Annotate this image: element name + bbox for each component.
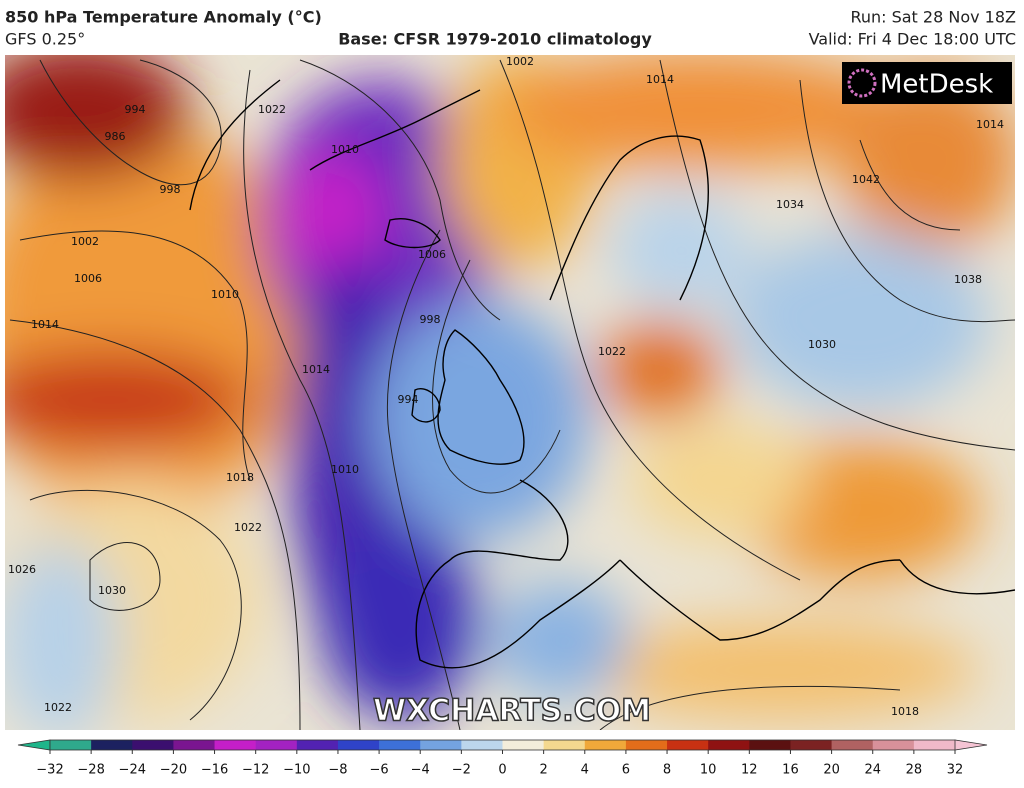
colorbar-tick-label: 24 <box>864 763 881 778</box>
colorbar-low-extension <box>17 739 51 751</box>
isobar-label: 1022 <box>44 701 72 714</box>
logo-mark <box>847 68 877 98</box>
colorbar-tick-label: 20 <box>823 763 840 778</box>
isobar-label: 1010 <box>331 143 359 156</box>
isobar-label: 998 <box>420 313 441 326</box>
colorbar-segment <box>543 740 586 750</box>
isobar-label: 1022 <box>598 345 626 358</box>
colorbar-tick-label: 10 <box>700 763 717 778</box>
colorbar-tick-label: 8 <box>663 763 671 778</box>
colorbar-tick-label: 4 <box>581 763 589 778</box>
isobar-label: 1018 <box>891 705 919 718</box>
colorbar-segment <box>790 740 833 750</box>
colorbar-segment <box>502 740 545 750</box>
isobar-label: 1034 <box>776 198 804 211</box>
colorbar-tick-label: −8 <box>328 763 347 778</box>
isobar-label: 1022 <box>258 103 286 116</box>
colorbar-tick-label: −16 <box>201 763 228 778</box>
colorbar-tick-label: 12 <box>741 763 758 778</box>
isobar-label: 1014 <box>302 363 330 376</box>
colorbar-tick-label: 0 <box>498 763 506 778</box>
colorbar-segment <box>50 740 92 750</box>
isobar-label: 994 <box>125 103 146 116</box>
isobar-label: 998 <box>160 183 181 196</box>
base: Base: CFSR 1979-2010 climatology <box>338 30 652 49</box>
colorbar-tick-label: −2 <box>452 763 471 778</box>
isobar-label: 1006 <box>418 248 446 261</box>
colorbar-tick-label: −4 <box>411 763 430 778</box>
isobar-label: 1018 <box>226 471 254 484</box>
logo-text: MetDesk <box>880 70 993 100</box>
colorbar-segment <box>132 740 174 750</box>
colorbar-tick-label: −10 <box>283 763 310 778</box>
isobar-label: 1030 <box>98 584 126 597</box>
map: 986 994 998 1002 1006 1014 1010 1018 102… <box>5 55 1015 730</box>
colorbar-segment <box>296 740 339 750</box>
colorbar-tick-label: 2 <box>539 763 547 778</box>
colorbar-segment <box>337 740 380 750</box>
colorbar-segment <box>379 740 421 750</box>
isobar-label: 1022 <box>234 521 262 534</box>
colorbar-tick-label: 6 <box>622 763 630 778</box>
isobar-label: 994 <box>398 393 419 406</box>
isobars <box>9 59 1015 730</box>
colorbar-segment <box>625 740 668 750</box>
run: Run: Sat 28 Nov 18Z <box>850 8 1016 27</box>
colorbar-segment <box>708 740 750 750</box>
colorbar-tick-label: 16 <box>782 763 799 778</box>
colorbar-segment <box>913 740 956 750</box>
colorbar-tick-label: −12 <box>242 763 269 778</box>
valid: Valid: Fri 4 Dec 18:00 UTC <box>809 30 1016 49</box>
isobar-label: 1042 <box>852 173 880 186</box>
anomaly-field <box>5 55 1015 730</box>
isobar-label: 1030 <box>808 338 836 351</box>
isobar-label: 1014 <box>31 318 59 331</box>
model: GFS 0.25° <box>5 30 85 49</box>
colorbar-segment <box>420 740 462 750</box>
watermark: WXCHARTS.COM <box>373 694 651 729</box>
isobar-label: 986 <box>105 130 126 143</box>
colorbar-segment <box>461 740 503 750</box>
isobar-label: 1014 <box>976 118 1004 131</box>
colorbar-segment <box>831 740 874 750</box>
colorbar-tick-label: −20 <box>160 763 187 778</box>
colorbar-tick-label: −6 <box>370 763 389 778</box>
isobar-label: 1006 <box>74 272 102 285</box>
logo-box <box>842 62 1012 104</box>
colorbar-tick-label: 32 <box>947 763 964 778</box>
isobar-label: 1010 <box>331 463 359 476</box>
isobar-label: 1014 <box>646 73 674 86</box>
title: 850 hPa Temperature Anomaly (°C) <box>5 8 322 27</box>
colorbar-segment <box>749 740 791 750</box>
isobar-label: 1038 <box>954 273 982 286</box>
colorbar-high-extension <box>954 739 988 751</box>
isobar-label: 1002 <box>506 55 534 68</box>
colorbar-segment <box>255 740 298 750</box>
colorbar-segment <box>214 740 257 750</box>
colorbar-segment <box>667 740 709 750</box>
colorbar-tick-label: 28 <box>906 763 923 778</box>
isobar-label: 1010 <box>211 288 239 301</box>
colorbar-segment <box>173 740 216 750</box>
colorbar-segment <box>872 740 915 750</box>
colorbar-tick-label: −24 <box>119 763 146 778</box>
isobar-label: 1026 <box>8 563 36 576</box>
colorbar-tick-label: −28 <box>77 763 104 778</box>
colorbar-segment <box>91 740 133 750</box>
colorbar-segment <box>584 740 627 750</box>
colorbar: −32 −28 −24 −20 −16 −12 −10 −8 −6 −4 −2 0 2 4 6 8 10 12 16… <box>17 739 988 778</box>
coastlines <box>189 79 1015 669</box>
isobar-label: 1002 <box>71 235 99 248</box>
colorbar-tick-label: −32 <box>36 763 63 778</box>
